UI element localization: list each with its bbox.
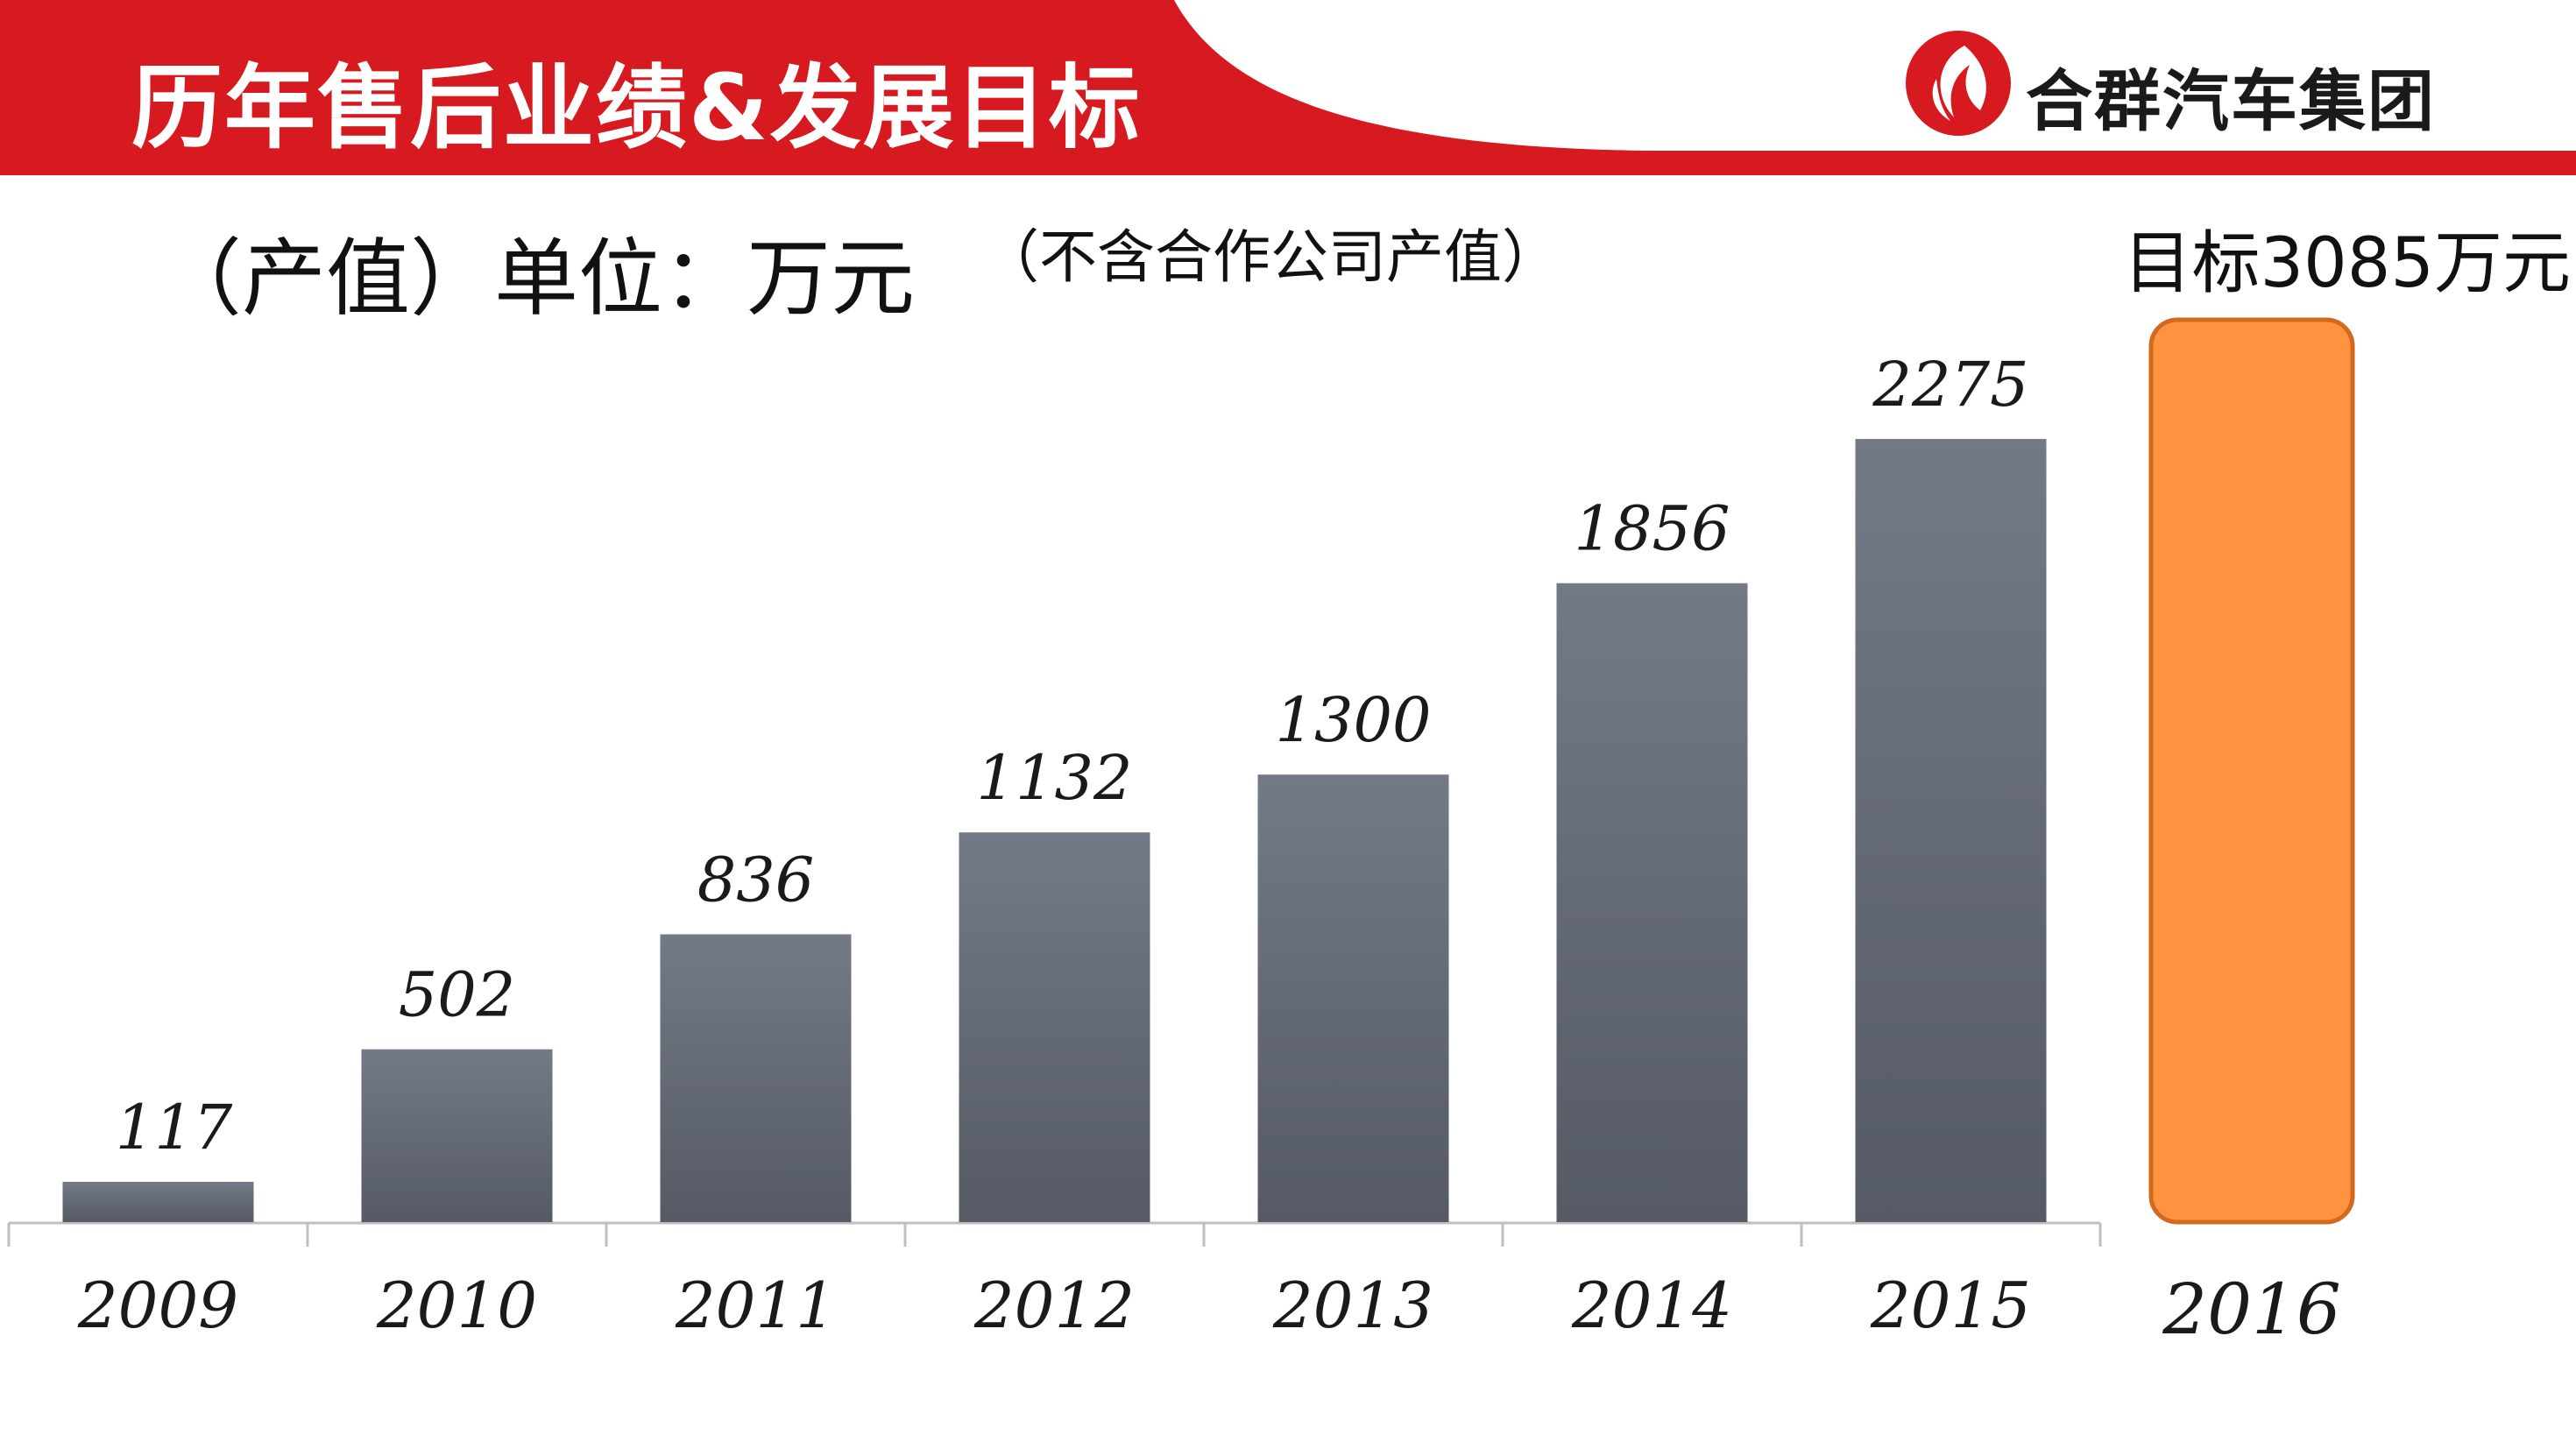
brand-name: 合群汽车集团 (2026, 62, 2436, 140)
tick-label-2009: 2009 (77, 1269, 238, 1342)
value-label-2014: 1856 (1574, 493, 1730, 565)
bar-2015 (1855, 439, 2047, 1223)
bar-2012 (959, 832, 1150, 1222)
tick-label-2012: 2012 (973, 1269, 1135, 1342)
target-year-label: 2016 (2162, 1269, 2341, 1350)
tick-label-2010: 2010 (376, 1269, 537, 1342)
tick-label-2011: 2011 (675, 1269, 836, 1342)
bar-2014 (1556, 583, 1748, 1222)
x-axis (7, 1221, 2102, 1247)
tick-label-2013: 2013 (1272, 1269, 1433, 1342)
slide-title: 历年售后业绩&发展目标 (131, 54, 1142, 161)
tick-label-2014: 2014 (1571, 1269, 1732, 1342)
x-tick-labels: 2009 2010 2011 2012 2013 2014 2015 (77, 1269, 2031, 1342)
value-labels: 117 502 836 1132 1300 1856 2275 (116, 349, 2029, 1163)
value-label-2015: 2275 (1872, 349, 2028, 421)
value-label-2012: 1132 (976, 742, 1132, 814)
value-label-2011: 836 (697, 845, 815, 916)
unit-label: （产值）单位：万元 (158, 230, 915, 328)
value-label-2013: 1300 (1275, 684, 1431, 756)
header-banner (0, 0, 2576, 175)
target-bar-group: 2016 (2148, 317, 2355, 1350)
bar-2009 (62, 1182, 254, 1222)
bar-2011 (660, 934, 852, 1222)
target-label: 目标3085万元 (2123, 224, 2571, 303)
flame-leaf-icon (1906, 31, 2011, 136)
tick-label-2015: 2015 (1870, 1269, 2031, 1342)
target-bar (2148, 317, 2355, 1225)
bars (62, 439, 2047, 1223)
bar-2013 (1257, 774, 1449, 1222)
note-label: （不含合作公司产值） (981, 223, 1560, 291)
value-label-2010: 502 (399, 959, 516, 1031)
slide-header: 历年售后业绩&发展目标 合群汽车集团 (0, 0, 2576, 175)
value-label-2009: 117 (116, 1092, 233, 1163)
bar-2010 (361, 1049, 553, 1222)
